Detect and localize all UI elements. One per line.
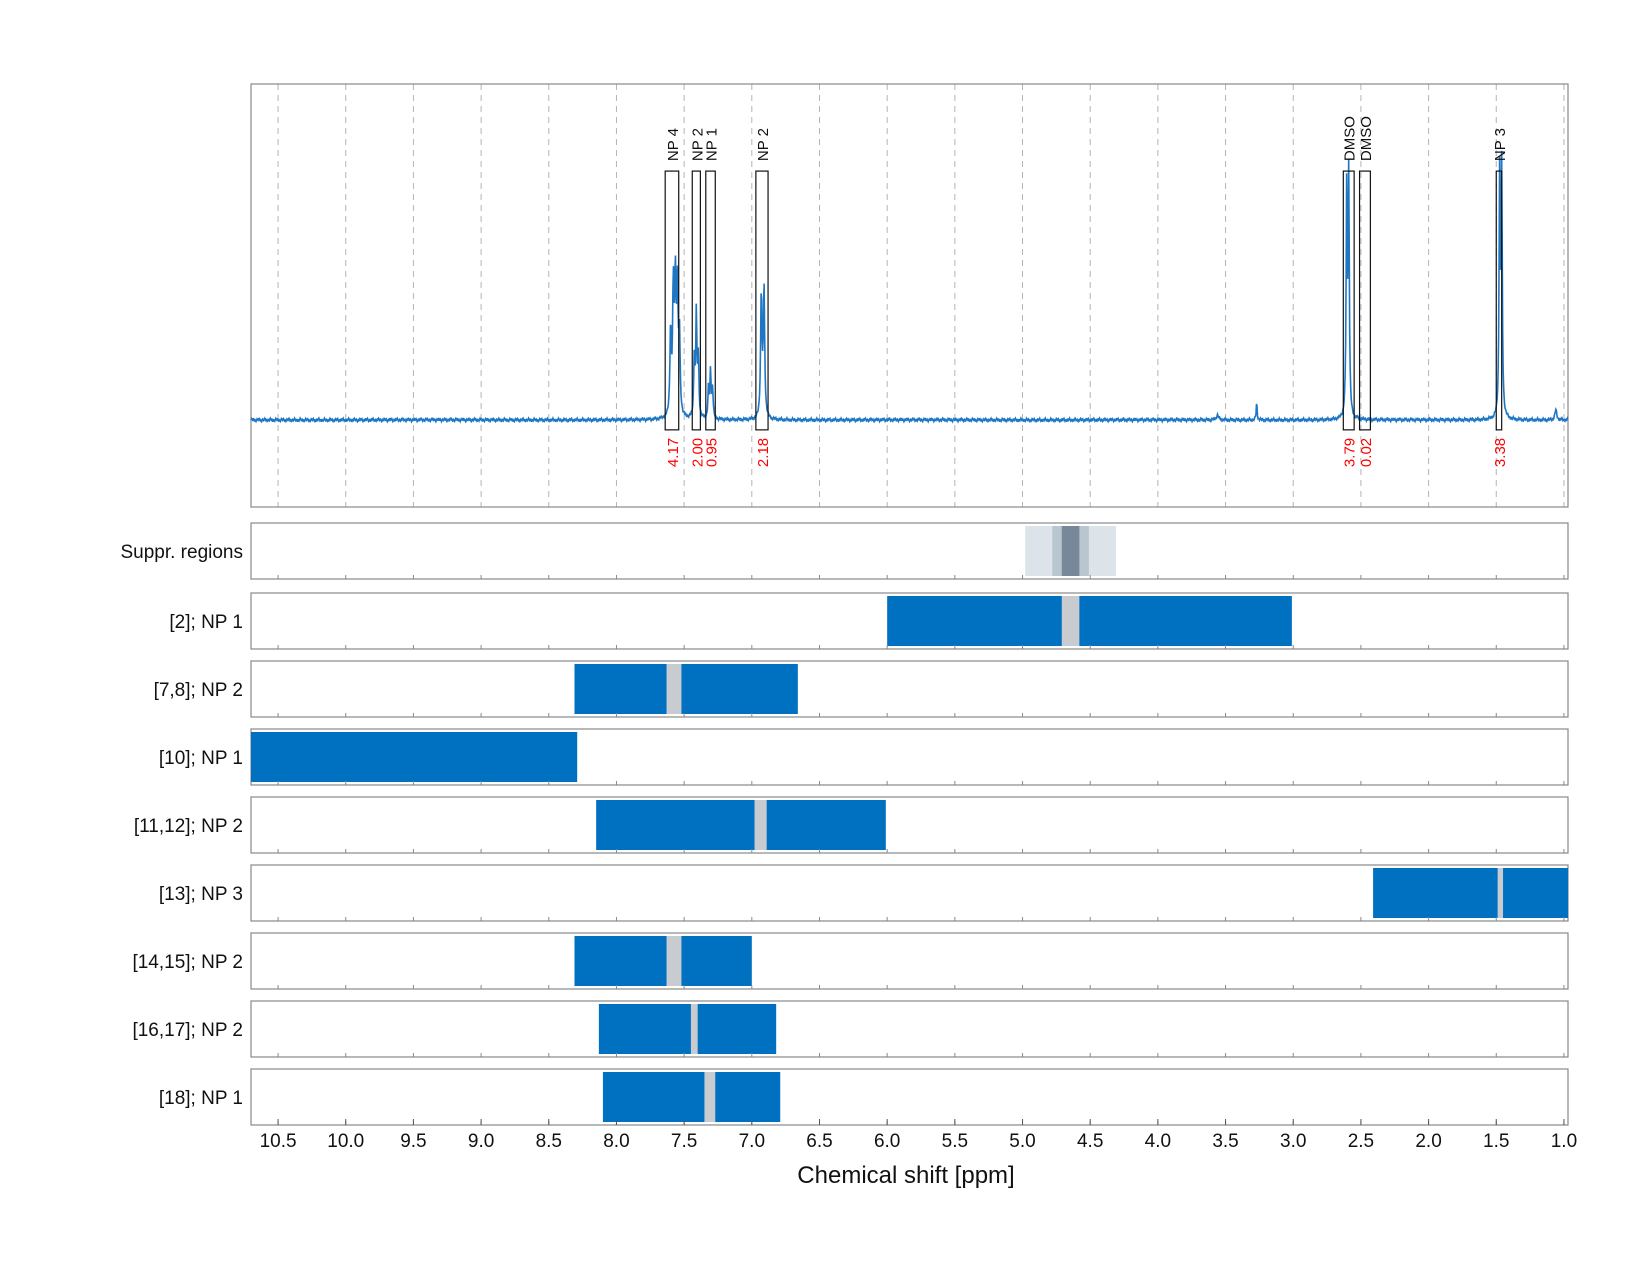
integral-value: 3.79 <box>1342 438 1359 467</box>
x-tick-label: 1.0 <box>1551 1131 1577 1152</box>
track-region-gap <box>1497 868 1504 918</box>
spectrum-trace <box>250 150 1569 424</box>
track-frame <box>250 796 1569 854</box>
x-tick-label: 10.0 <box>327 1131 364 1152</box>
x-tick-label: 4.5 <box>1077 1131 1103 1152</box>
x-tick-label: 5.0 <box>1009 1131 1035 1152</box>
track-frame <box>250 1068 1569 1126</box>
track-frame <box>250 1000 1569 1058</box>
track-region-bar <box>574 936 752 986</box>
track-frame <box>250 932 1569 990</box>
track-region-bar <box>1373 868 1568 918</box>
track-region-bar <box>596 800 886 850</box>
integration-region-box <box>755 170 769 431</box>
track-label: [14,15]; NP 2 <box>132 952 243 973</box>
track-region-gap <box>666 936 682 986</box>
x-tick-label: 7.5 <box>671 1131 697 1152</box>
x-tick-label: 6.0 <box>874 1131 900 1152</box>
integration-region-box <box>1358 170 1371 431</box>
x-tick-label: 2.5 <box>1348 1131 1374 1152</box>
track-region-bar <box>574 664 798 714</box>
integral-value: 2.00 <box>689 438 706 467</box>
spectrum-frame <box>250 83 1569 508</box>
integration-region-box <box>691 170 701 431</box>
region-tracks: Suppr. regions [2]; NP 1 [7,8]; NP 2 [10]; … <box>120 522 1569 1126</box>
track-region-bar <box>598 1004 777 1054</box>
track-region-bar <box>602 1072 781 1122</box>
track-frame <box>250 660 1569 718</box>
x-tick-label: 8.5 <box>536 1131 562 1152</box>
track: [10]; NP 1 <box>159 728 1569 786</box>
region-label: NP 3 <box>1492 128 1509 161</box>
track-region-bar <box>887 596 1292 646</box>
track: Suppr. regions <box>120 522 1569 580</box>
track: [16,17]; NP 2 <box>132 1000 1569 1058</box>
region-label: NP 2 <box>689 128 706 161</box>
track: [18]; NP 1 <box>159 1068 1569 1126</box>
track-label: Suppr. regions <box>120 542 243 563</box>
integration-region-box <box>664 170 680 431</box>
track-label: [18]; NP 1 <box>159 1088 243 1109</box>
track-label: [16,17]; NP 2 <box>132 1020 243 1041</box>
region-label: DMSO <box>1342 116 1359 161</box>
integration-region-box <box>705 170 716 431</box>
x-tick-label: 10.5 <box>260 1131 297 1152</box>
track-label: [7,8]; NP 2 <box>154 680 243 701</box>
integral-value: 0.02 <box>1358 438 1375 467</box>
region-label: NP 2 <box>755 128 772 161</box>
track-label: [13]; NP 3 <box>159 884 243 905</box>
track: [2]; NP 1 <box>169 592 1569 650</box>
track-region-gap <box>754 800 767 850</box>
track: [14,15]; NP 2 <box>132 932 1569 990</box>
track: [13]; NP 3 <box>159 864 1569 922</box>
x-tick-label: 9.0 <box>468 1131 494 1152</box>
track-label: [10]; NP 1 <box>159 748 243 769</box>
track: [11,12]; NP 2 <box>134 796 1569 854</box>
x-tick-label: 8.0 <box>603 1131 629 1152</box>
x-axis: 10.5 10.0 9.5 9.0 8.5 8.0 7.5 7.0 6.5 6.0 5.5 5.0 4.… <box>260 1119 1577 1152</box>
x-tick-label: 2.0 <box>1415 1131 1441 1152</box>
integral-value: 0.95 <box>704 438 721 467</box>
track-region-gap <box>1061 596 1080 646</box>
x-tick-label: 1.5 <box>1483 1131 1509 1152</box>
track-frame <box>250 864 1569 922</box>
track-label: [11,12]; NP 2 <box>134 816 243 837</box>
x-tick-label: 4.0 <box>1145 1131 1171 1152</box>
x-tick-label: 7.0 <box>739 1131 765 1152</box>
track: [7,8]; NP 2 <box>154 660 1569 718</box>
spectrum-panel: NP 4 4.17 NP 2 2.00 NP 1 0.95 NP 2 2.18 DMSO 3.79… <box>250 83 1569 508</box>
track-label: [2]; NP 1 <box>169 612 243 633</box>
region-label: DMSO <box>1358 116 1375 161</box>
region-label: NP 4 <box>665 128 682 161</box>
grid-lines <box>277 84 1565 507</box>
integral-value: 4.17 <box>665 438 682 467</box>
region-label: NP 1 <box>704 128 721 161</box>
integral-value: 3.38 <box>1492 438 1509 467</box>
integration-region-box <box>1495 170 1503 431</box>
x-tick-label: 3.0 <box>1280 1131 1306 1152</box>
track-region-bar <box>251 732 578 782</box>
x-tick-label: 5.5 <box>942 1131 968 1152</box>
track-region-gap <box>704 1072 716 1122</box>
track-region-gap <box>690 1004 698 1054</box>
integral-value: 2.18 <box>755 438 772 467</box>
integration-region-box <box>1342 170 1355 431</box>
x-tick-label: 9.5 <box>400 1131 426 1152</box>
track-frame <box>250 522 1569 580</box>
x-axis-label: Chemical shift [ppm] <box>797 1162 1014 1189</box>
track-region-gap <box>666 664 682 714</box>
suppression-band <box>1061 526 1080 576</box>
x-tick-label: 3.5 <box>1212 1131 1238 1152</box>
x-tick-label: 6.5 <box>806 1131 832 1152</box>
